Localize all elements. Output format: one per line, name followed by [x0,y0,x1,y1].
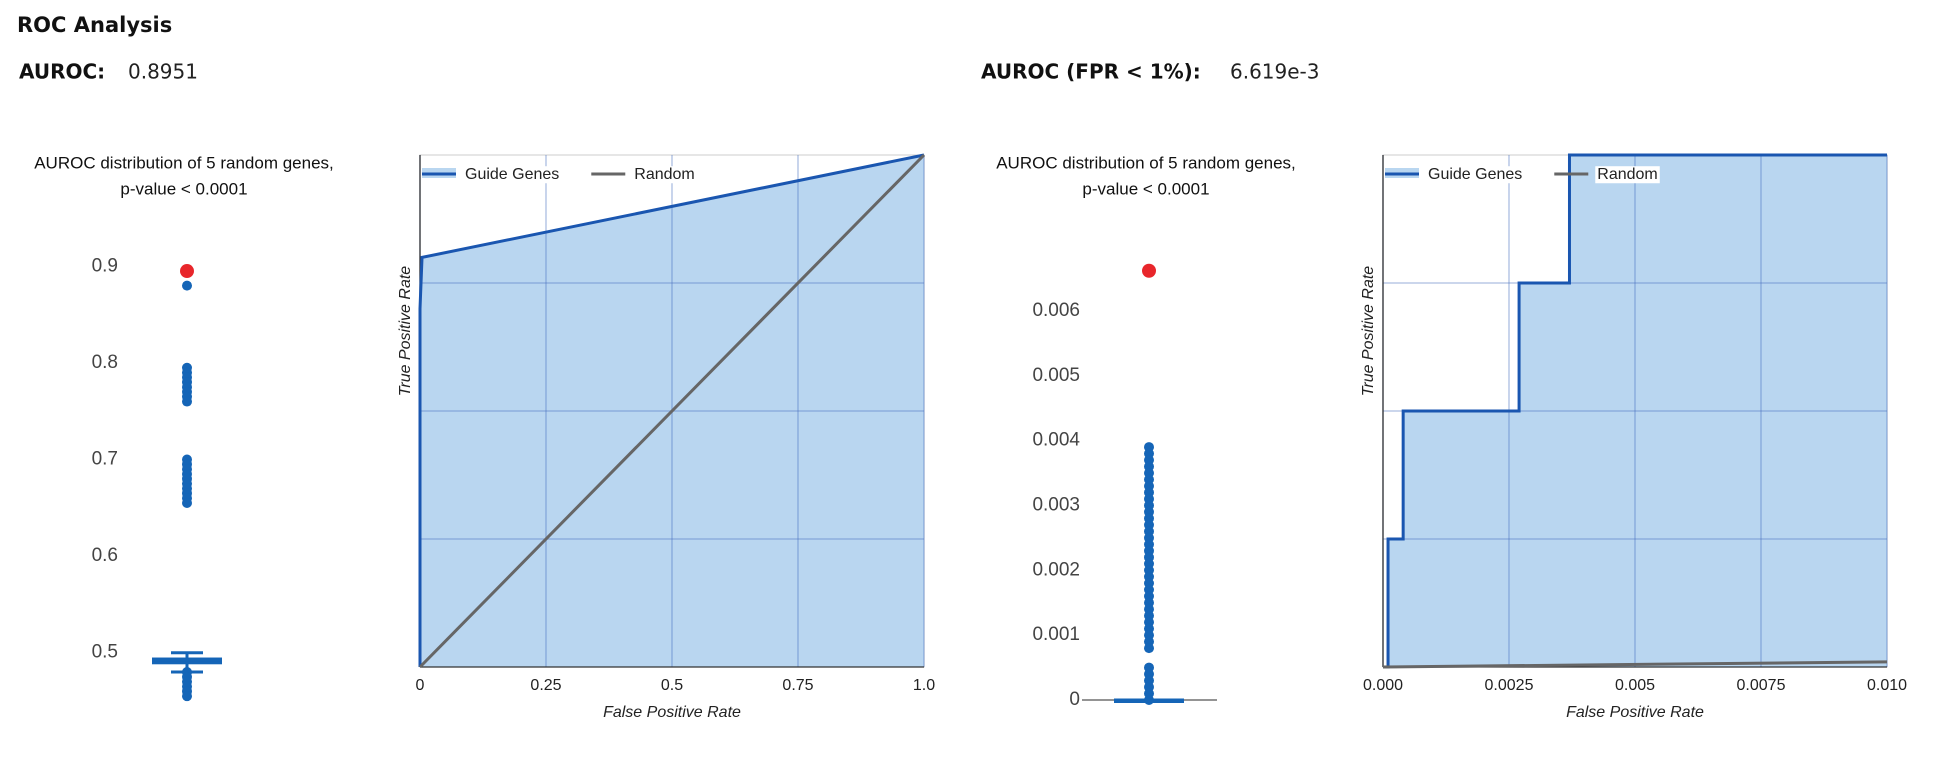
y-tick-label: 0 [1069,689,1080,710]
legend-label-bg [1595,166,1660,184]
legend-label-bg [463,166,562,184]
highlight-point [180,264,194,279]
x-tick-label: 0.000 [1363,677,1403,694]
y-tick-label: 0.7 [92,449,118,470]
point [182,691,192,702]
x-tick-label: 0.75 [782,677,813,694]
metric-label: AUROC (FPR < 1%): [981,60,1201,84]
highlight-point [1142,263,1156,278]
chart-title: p-value < 0.0001 [120,179,247,198]
point [1144,643,1154,654]
y-tick-label: 0.5 [92,642,118,663]
y-axis-label: True Positive Rate [397,266,414,397]
y-tick-label: 0.004 [1032,430,1080,451]
point [182,280,192,291]
point [182,396,192,407]
legend-label: Guide Genes [1428,166,1522,183]
x-tick-label: 0.25 [530,677,561,694]
metric-label: AUROC: [19,60,105,84]
line [1383,153,1887,669]
x-tick-label: 0.010 [1867,677,1907,694]
x-tick-label: 1.0 [913,677,935,694]
legend-label: Guide Genes [465,166,559,183]
x-tick-label: 0.0025 [1485,677,1534,694]
x-axis-label: False Positive Rate [1566,704,1704,721]
legend-label-bg [1426,166,1525,184]
line [1382,660,1888,669]
chart-title: p-value < 0.0001 [1082,179,1209,198]
legend-label: Random [634,166,694,183]
chart-title: AUROC distribution of 5 random genes, [34,153,334,172]
chart-title: AUROC distribution of 5 random genes, [996,153,1296,172]
x-axis-label: False Positive Rate [603,704,741,721]
x-tick-label: 0.0075 [1737,677,1786,694]
y-tick-label: 0.003 [1032,494,1080,515]
legend-label-bg [632,166,697,184]
metric-value: 6.619e-3 [1230,60,1320,84]
y-tick-label: 0.002 [1032,559,1080,580]
y-tick-label: 0.001 [1032,624,1080,645]
y-tick-label: 0.6 [92,545,118,566]
x-tick-label: 0.5 [661,677,683,694]
x-tick-label: 0 [416,677,425,694]
x-tick-label: 0.005 [1615,677,1655,694]
y-tick-label: 0.8 [92,352,118,373]
y-tick-label: 0.9 [92,255,118,276]
line [418,153,926,669]
y-axis-label: True Positive Rate [1360,266,1377,397]
section-title: ROC Analysis [17,13,172,37]
metric-value: 0.8951 [128,60,198,84]
legend-label: Random [1597,166,1657,183]
line [418,153,925,667]
point [182,497,192,508]
point [1144,695,1154,705]
y-tick-label: 0.005 [1032,365,1080,386]
y-tick-label: 0.006 [1032,300,1080,321]
area [1383,155,1887,667]
